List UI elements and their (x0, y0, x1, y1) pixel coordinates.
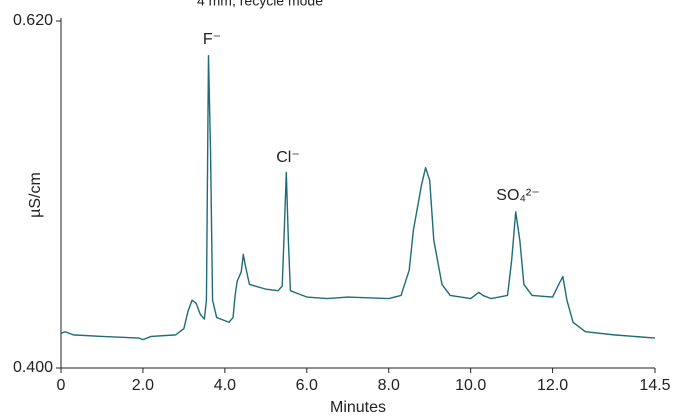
y-tick-label: 0.400 (13, 359, 53, 376)
x-tick-label: 2.0 (132, 377, 154, 394)
peak-label: SO₄²⁻ (496, 187, 539, 204)
peak-label: F⁻ (203, 31, 221, 48)
x-tick-label: 8.0 (378, 377, 400, 394)
y-tick-label: 0.620 (13, 12, 53, 29)
x-tick-label: 4.0 (214, 377, 236, 394)
x-tick-label: 0 (57, 377, 66, 394)
trace (60, 55, 656, 341)
x-tick-label: 14.5 (639, 377, 670, 394)
y-axis-label: µS/cm (27, 172, 44, 218)
x-tick-label: 10.0 (455, 377, 486, 394)
subtitle: 4 mm, recycle mode (197, 0, 323, 9)
x-axis-label: Minutes (330, 399, 386, 416)
x-tick-label: 6.0 (296, 377, 318, 394)
x-tick-label: 12.0 (537, 377, 568, 394)
peak-label: Cl⁻ (276, 149, 300, 166)
